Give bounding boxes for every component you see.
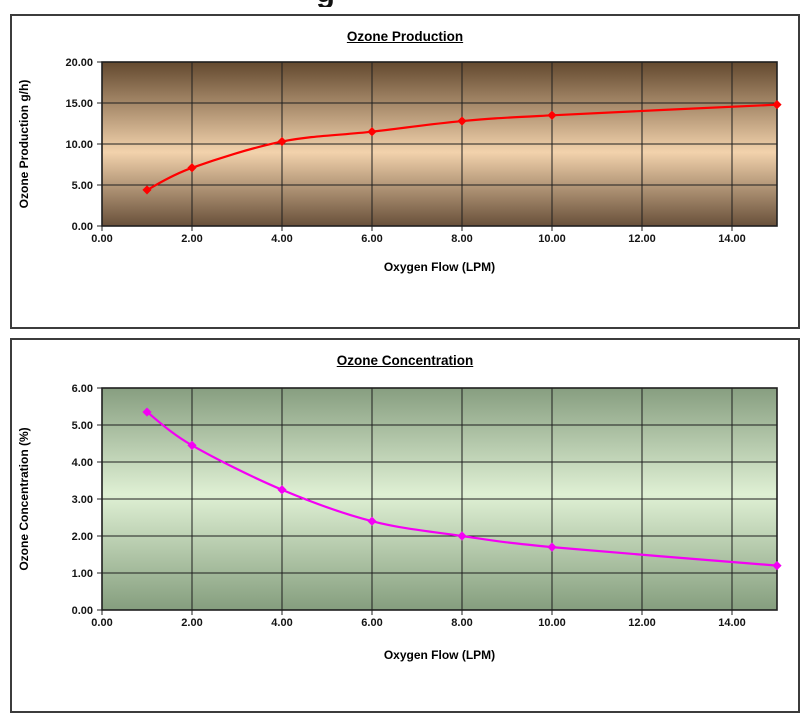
data-point-marker xyxy=(457,116,467,126)
y-tick-label: 0.00 xyxy=(72,221,93,233)
series-markers xyxy=(142,100,782,195)
y-tick-label: 5.00 xyxy=(72,420,93,432)
x-tick-label: 2.00 xyxy=(181,617,202,629)
ozone-production-chart: 0.00 5.00 10.00 15.00 20.00 0.00 2.00 4.00 6.00 8… xyxy=(17,57,782,274)
ozone-concentration-chart-title: Ozone Concentration xyxy=(336,353,474,368)
data-point-marker xyxy=(367,516,377,526)
x-tick-label: 14.00 xyxy=(718,233,746,245)
y-tick-label: 4.00 xyxy=(72,457,93,469)
clipped-page-heading: g xyxy=(312,0,350,7)
data-point-marker xyxy=(187,163,197,173)
tick-labels: 0.00 5.00 10.00 15.00 20.00 0.00 2.00 4.00 6.00 8… xyxy=(65,57,745,245)
y-axis-title: Ozone Concentration (%) xyxy=(17,427,31,570)
data-point-marker xyxy=(277,485,287,495)
x-tick-label: 12.00 xyxy=(628,617,656,629)
plot-border xyxy=(101,387,778,611)
y-tick-label: 5.00 xyxy=(72,180,93,192)
x-tick-label: 8.00 xyxy=(451,233,472,245)
x-tick-label: 4.00 xyxy=(271,617,292,629)
x-tick-label: 10.00 xyxy=(538,233,566,245)
x-tick-label: 14.00 xyxy=(718,617,746,629)
x-tick-label: 0.00 xyxy=(91,617,112,629)
data-point-marker xyxy=(547,110,557,120)
y-tick-label: 15.00 xyxy=(65,98,93,110)
data-point-marker xyxy=(367,127,377,137)
y-tick-label: 10.00 xyxy=(65,139,93,151)
y-tick-label: 20.00 xyxy=(65,57,93,69)
plot-border xyxy=(101,61,778,227)
x-tick-label: 2.00 xyxy=(181,233,202,245)
x-tick-label: 6.00 xyxy=(361,617,382,629)
x-axis-title: Oxygen Flow (LPM) xyxy=(384,260,495,274)
tick-labels: 0.00 1.00 2.00 3.00 4.00 5.00 6.00 0.00 2.00 4.00… xyxy=(72,383,746,629)
x-axis-title: Oxygen Flow (LPM) xyxy=(384,648,495,662)
y-tick-label: 0.00 xyxy=(72,605,93,617)
data-point-marker xyxy=(457,531,467,541)
data-point-marker xyxy=(277,136,287,147)
x-tick-label: 12.00 xyxy=(628,233,656,245)
series-line xyxy=(146,103,778,191)
y-tick-label: 3.00 xyxy=(72,494,93,506)
y-tick-label: 1.00 xyxy=(72,568,93,580)
clipped-heading-glyph: g xyxy=(316,0,335,7)
data-point-marker xyxy=(142,185,152,195)
series-line xyxy=(146,411,778,567)
y-axis-title: Ozone Production g/h) xyxy=(17,80,31,209)
ozone-concentration-panel: Ozone Concentration 0.00 1.00 2.00 3.00 4.00… xyxy=(10,338,800,713)
x-tick-label: 4.00 xyxy=(271,233,292,245)
x-tick-label: 6.00 xyxy=(361,233,382,245)
x-tick-label: 10.00 xyxy=(538,617,566,629)
ozone-production-panel: Ozone Production 0.00 5.00 10.00 15.00 20.00… xyxy=(10,14,800,329)
ozone-production-chart-title: Ozone Production xyxy=(346,29,464,44)
y-tick-label: 6.00 xyxy=(72,383,93,395)
y-tick-label: 2.00 xyxy=(72,531,93,543)
x-tick-label: 0.00 xyxy=(91,233,112,245)
x-tick-label: 8.00 xyxy=(451,617,472,629)
data-point-marker xyxy=(772,100,782,110)
ozone-concentration-chart: 0.00 1.00 2.00 3.00 4.00 5.00 6.00 0.00 2.00 4.00… xyxy=(17,383,782,662)
